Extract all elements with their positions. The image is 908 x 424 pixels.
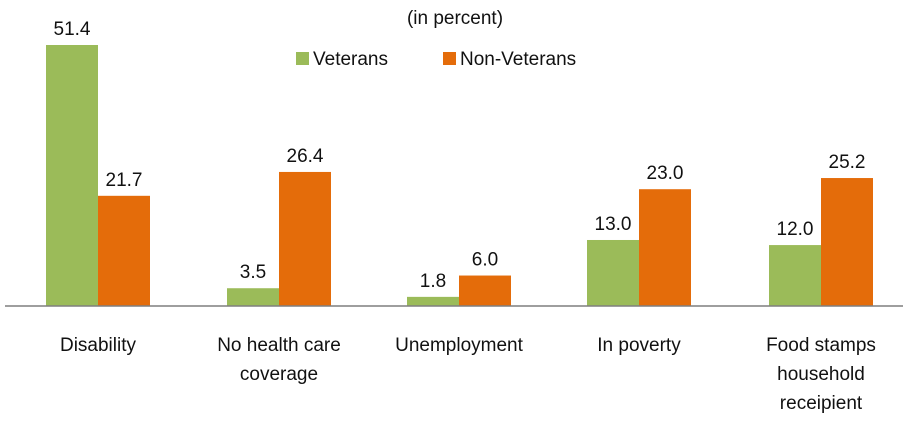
legend: Veterans Non-Veterans (296, 49, 576, 70)
category-label-no-health-care-coverage-line-1: No health care (217, 335, 341, 356)
bar-non-veterans-no-health-care-coverage (279, 171, 331, 306)
legend-label-veterans: Veterans (313, 49, 388, 70)
bar-non-veterans-in-poverty (639, 189, 691, 306)
value-label-veterans-unemployment: 1.8 (420, 271, 446, 292)
bar-non-veterans-disability (98, 195, 150, 306)
value-label-non-veterans-food-stamps-household-receipient: 25.2 (829, 152, 866, 173)
bar-veterans-unemployment (407, 296, 459, 306)
category-label-food-stamps-household-receipient-line-3: receipient (780, 393, 863, 414)
category-label-disability-line-1: Disability (60, 335, 137, 356)
value-labels-group: 51.4 21.7 3.5 26.4 1.8 6.0 13.0 23.0 12.0 25.2 (54, 19, 866, 292)
legend-swatch-veterans (296, 52, 309, 65)
category-label-food-stamps-household-receipient-line-2: household (777, 364, 865, 385)
chart-subtitle: (in percent) (407, 8, 503, 29)
category-label-food-stamps-household-receipient-line-1: Food stamps (766, 335, 876, 356)
value-label-veterans-food-stamps-household-receipient: 12.0 (777, 219, 814, 240)
value-label-veterans-disability: 51.4 (54, 19, 91, 40)
bars-group (46, 45, 873, 306)
bar-veterans-disability (46, 45, 98, 306)
category-label-in-poverty-line-1: In poverty (597, 335, 681, 356)
bar-non-veterans-food-stamps-household-receipient (821, 178, 873, 306)
bar-non-veterans-unemployment (459, 275, 511, 306)
value-label-non-veterans-no-health-care-coverage: 26.4 (287, 146, 324, 167)
value-label-veterans-in-poverty: 13.0 (595, 214, 632, 235)
value-label-non-veterans-unemployment: 6.0 (472, 250, 498, 271)
category-label-no-health-care-coverage-line-2: coverage (240, 364, 318, 385)
bar-veterans-in-poverty (587, 239, 639, 306)
legend-swatch-non-veterans (443, 52, 456, 65)
bar-veterans-food-stamps-household-receipient (769, 245, 821, 306)
value-label-non-veterans-disability: 21.7 (106, 170, 143, 191)
value-label-veterans-no-health-care-coverage: 3.5 (240, 262, 266, 283)
value-label-non-veterans-in-poverty: 23.0 (647, 163, 684, 184)
legend-label-non-veterans: Non-Veterans (460, 49, 576, 70)
category-labels-group: Disability No health care coverage Unemploy… (60, 335, 876, 414)
category-label-unemployment-line-1: Unemployment (395, 335, 523, 356)
bar-veterans-no-health-care-coverage (227, 288, 279, 306)
